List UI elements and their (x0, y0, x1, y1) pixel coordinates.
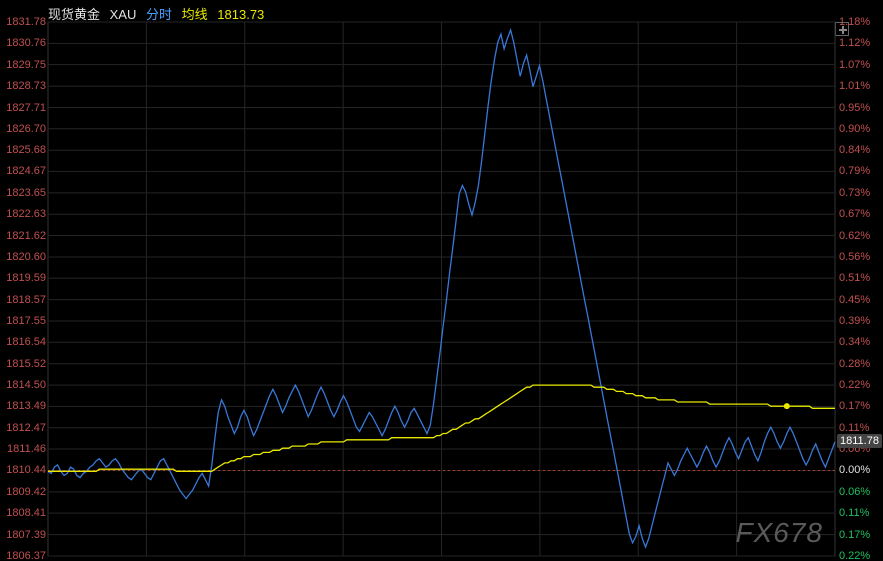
y-tick-right: 0.84% (839, 144, 883, 156)
y-tick-left: 1825.68 (2, 144, 46, 156)
y-tick-left: 1806.37 (2, 550, 46, 561)
chart-canvas[interactable] (0, 0, 883, 561)
y-tick-left: 1819.59 (2, 272, 46, 284)
y-tick-right: 0.00% (839, 464, 883, 476)
y-tick-left: 1829.75 (2, 59, 46, 71)
y-tick-left: 1809.42 (2, 486, 46, 498)
y-tick-right: 0.79% (839, 165, 883, 177)
y-tick-right: 0.22% (839, 550, 883, 561)
y-tick-right: 1.07% (839, 59, 883, 71)
y-tick-right: 0.56% (839, 251, 883, 263)
y-tick-right: 0.90% (839, 123, 883, 135)
y-tick-left: 1807.39 (2, 529, 46, 541)
y-tick-left: 1808.41 (2, 507, 46, 519)
y-tick-right: 0.95% (839, 102, 883, 114)
y-tick-left: 1812.47 (2, 422, 46, 434)
y-tick-right: 1.12% (839, 37, 883, 49)
y-tick-left: 1817.55 (2, 315, 46, 327)
y-tick-left: 1828.73 (2, 80, 46, 92)
chart-root: 现货黄金 XAU 分时 均线 1813.73 1831.781830.76182… (0, 0, 883, 561)
y-tick-left: 1822.63 (2, 208, 46, 220)
y-tick-left: 1813.49 (2, 400, 46, 412)
y-tick-right: 0.11% (839, 507, 883, 519)
y-tick-left: 1814.50 (2, 379, 46, 391)
y-tick-left: 1831.78 (2, 16, 46, 28)
y-tick-left: 1816.54 (2, 336, 46, 348)
y-tick-left: 1815.52 (2, 358, 46, 370)
y-tick-right: 0.17% (839, 529, 883, 541)
y-tick-left: 1824.67 (2, 165, 46, 177)
y-tick-left: 1830.76 (2, 37, 46, 49)
y-tick-left: 1826.70 (2, 123, 46, 135)
y-tick-right: 0.62% (839, 230, 883, 242)
y-tick-right: 0.06% (839, 486, 883, 498)
y-tick-right: 0.51% (839, 272, 883, 284)
y-tick-right: 1.18% (839, 16, 883, 28)
y-tick-left: 1827.71 (2, 102, 46, 114)
y-tick-left: 1823.65 (2, 187, 46, 199)
y-tick-right: 0.22% (839, 379, 883, 391)
y-tick-right: 0.39% (839, 315, 883, 327)
y-tick-left: 1818.57 (2, 294, 46, 306)
y-tick-right: 0.17% (839, 400, 883, 412)
y-tick-right: 0.45% (839, 294, 883, 306)
cursor-price-label: 1811.78 (837, 434, 882, 448)
y-tick-right: 0.11% (839, 422, 883, 434)
y-tick-right: 1.01% (839, 80, 883, 92)
y-tick-left: 1810.44 (2, 464, 46, 476)
ma-dot (784, 403, 790, 409)
y-tick-left: 1811.46 (2, 443, 46, 455)
y-tick-left: 1820.60 (2, 251, 46, 263)
y-tick-right: 0.28% (839, 358, 883, 370)
y-tick-right: 0.73% (839, 187, 883, 199)
y-tick-right: 0.34% (839, 336, 883, 348)
y-tick-left: 1821.62 (2, 230, 46, 242)
y-tick-right: 0.67% (839, 208, 883, 220)
